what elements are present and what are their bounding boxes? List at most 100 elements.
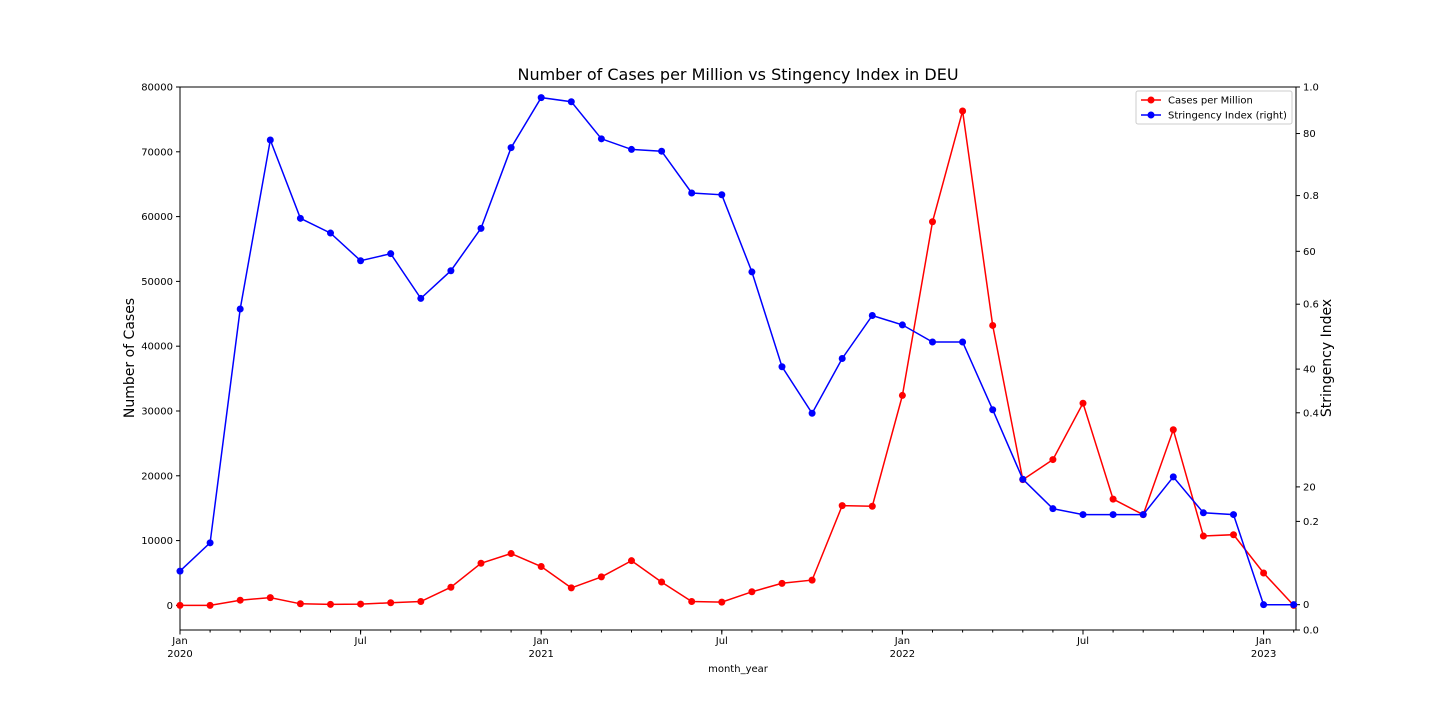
y-tick-label: 20000 [141, 471, 173, 482]
stringency-point [718, 191, 726, 199]
legend-swatch-marker [1147, 111, 1155, 119]
stringency-point [537, 94, 545, 102]
cases-point [898, 391, 906, 399]
legend-label: Cases per Million [1168, 96, 1253, 107]
cases-point [748, 588, 756, 596]
stringency-point [447, 267, 455, 275]
stringency-point [808, 409, 816, 417]
stringency-point [206, 539, 214, 547]
stringency-point [266, 136, 274, 144]
y2-fraction-tick-label: 0.8 [1303, 191, 1319, 202]
stringency-point [1230, 511, 1237, 519]
stringency-point [748, 268, 756, 276]
stringency-point [477, 224, 485, 232]
cases-point [658, 578, 666, 586]
stringency-point [1109, 511, 1117, 519]
y-tick-label: 10000 [141, 536, 173, 547]
cases-point [1049, 456, 1057, 464]
stringency-point [1260, 601, 1268, 609]
stringency-point [1079, 511, 1087, 519]
cases-point [838, 502, 846, 510]
cases-point [628, 557, 635, 565]
y2-fraction-tick-label: 0.6 [1303, 300, 1319, 311]
stringency-point [1169, 473, 1177, 481]
stringency-point [176, 567, 184, 575]
y-tick-label: 60000 [141, 212, 173, 223]
x-axis-title: month_year [708, 664, 769, 675]
y-tick-label: 80000 [141, 83, 173, 94]
series-line-stringency [179, 96, 1294, 606]
x-tick-label: Jan [1255, 636, 1271, 647]
stringency-point [1139, 511, 1147, 519]
y2-tick-label: 20 [1303, 482, 1316, 493]
y-axis-title: Number of Cases [122, 298, 138, 418]
stringency-point [688, 189, 696, 197]
stringency-point [236, 305, 244, 313]
cases-point [206, 601, 214, 609]
cases-point [236, 596, 244, 604]
cases-point [357, 600, 365, 608]
chart-title: Number of Cases per Million vs Stingency… [517, 65, 958, 84]
stringency-point [868, 312, 876, 320]
x-tick-year-label: 2020 [167, 649, 192, 660]
legend-swatch-marker [1147, 96, 1155, 104]
cases-point [718, 598, 726, 606]
y2-tick-label: 0 [1303, 600, 1309, 611]
stringency-point [296, 214, 304, 222]
cases-point [266, 594, 274, 602]
cases-point [1109, 495, 1117, 503]
stringency-point [628, 145, 635, 153]
cases-point [1169, 426, 1177, 434]
stringency-point [1199, 509, 1207, 517]
series-line-cases [180, 110, 1295, 607]
y-tick-label: 0 [167, 601, 173, 612]
cases-point [1199, 532, 1207, 540]
legend-label: Stringency Index (right) [1168, 111, 1287, 122]
cases-point [417, 597, 425, 605]
stringency-point [959, 338, 967, 346]
y-tick-label: 30000 [141, 406, 173, 417]
y2-fraction-tick-label: 1.0 [1303, 83, 1319, 94]
stringency-point [417, 294, 425, 302]
stringency-point [597, 135, 605, 143]
y-tick-label: 70000 [141, 147, 173, 158]
y-tick-label: 40000 [141, 342, 173, 353]
cases-point [959, 107, 967, 115]
cases-point [567, 584, 575, 592]
y2-axis-title: Stringency Index [1319, 299, 1335, 417]
y2-fraction-tick-label: 0.2 [1303, 517, 1319, 528]
stringency-point [989, 406, 997, 414]
stringency-point [1290, 601, 1298, 609]
x-tick-label: Jan [894, 636, 910, 647]
stringency-point [567, 98, 575, 106]
x-tick-label: Jul [1076, 636, 1089, 647]
x-tick-year-label: 2022 [890, 649, 915, 660]
cases-point [1230, 531, 1237, 539]
y2-fraction-tick-label: 0.0 [1303, 626, 1319, 637]
x-tick-label: Jul [715, 636, 728, 647]
stringency-point [929, 338, 936, 346]
cases-point [387, 599, 395, 607]
stringency-point [327, 229, 334, 237]
cases-point [447, 583, 455, 591]
stringency-point [898, 321, 906, 329]
cases-point [929, 218, 936, 226]
stringency-point [1049, 505, 1057, 513]
stringency-point [838, 355, 846, 362]
cases-point [778, 579, 786, 587]
cases-point [1260, 569, 1268, 577]
y2-fraction-tick-label: 0.4 [1303, 408, 1319, 419]
legend-box [1135, 90, 1293, 125]
cases-point [1079, 399, 1087, 407]
x-tick-label: Jan [532, 636, 548, 647]
cases-point [989, 321, 997, 329]
cases-point [176, 601, 184, 609]
stringency-point [1019, 475, 1027, 483]
y2-tick-label: 80 [1303, 129, 1316, 140]
stringency-point [778, 363, 786, 371]
cases-point [868, 502, 876, 510]
stringency-point [357, 257, 365, 265]
y2-tick-label: 60 [1303, 247, 1316, 258]
x-tick-label: Jul [354, 636, 367, 647]
